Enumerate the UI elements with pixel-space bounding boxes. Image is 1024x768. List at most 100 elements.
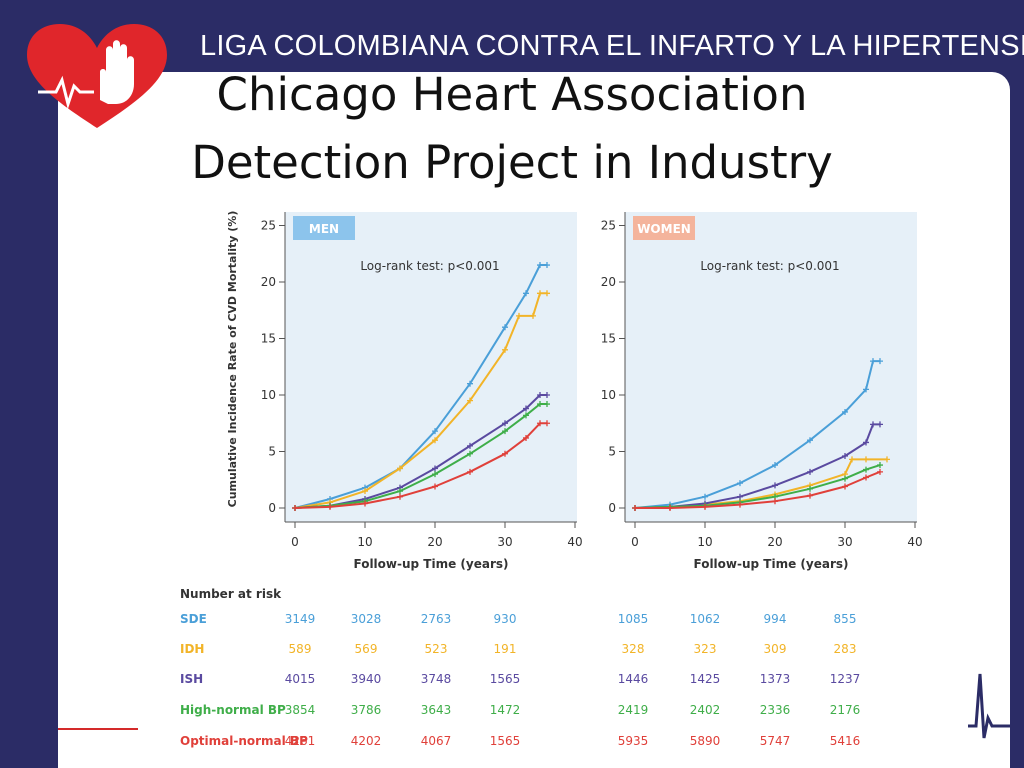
data-point-marker [632,505,638,511]
data-point-marker [467,380,473,387]
slide-title-line2: Detection Project in Industry [191,136,833,189]
data-point-marker [530,312,536,319]
data-point-marker [467,468,473,475]
y-tick-label: 10 [261,388,276,402]
data-point-marker [292,505,298,511]
data-point-marker [849,456,855,463]
y-axis-label-men: Cumulative Incidence Rate of CVD Mortali… [226,211,239,508]
data-point-marker [467,450,473,457]
data-point-marker [432,471,438,478]
y-tick-label: 5 [608,445,616,459]
data-point-marker [537,262,543,269]
data-point-marker [544,262,550,269]
y-tick-label: 25 [601,219,616,233]
data-point-marker [842,475,848,482]
data-point-marker [397,493,403,500]
data-point-marker [537,290,543,297]
data-point-marker [772,482,778,489]
data-point-marker [502,346,508,353]
data-point-marker [667,505,673,511]
data-point-marker [877,421,883,428]
data-point-marker [523,434,529,441]
data-point-marker [544,401,550,408]
data-point-marker [863,466,869,473]
y-tick-label: 20 [601,275,616,289]
data-point-marker [362,488,368,495]
data-point-marker [523,412,529,419]
organization-name: LIGA COLOMBIANA CONTRA EL INFARTO Y LA H… [200,30,1024,62]
data-point-marker [737,501,743,508]
series-line-men-optimal-normal-bp [294,422,547,509]
x-tick-label: 40 [907,535,922,549]
slide-title-line1: Chicago Heart Association [216,68,808,121]
data-point-marker [884,456,890,463]
data-point-marker [502,420,508,427]
data-point-marker [863,439,869,446]
data-point-marker [523,290,529,297]
y-tick-label: 0 [608,501,616,515]
data-point-marker [537,392,543,398]
data-point-marker [502,324,508,331]
data-point-marker [432,437,438,444]
data-point-marker [544,392,550,398]
data-point-marker [877,462,883,469]
data-point-marker [432,465,438,472]
panel-badge-label-women: WOMEN [637,222,691,236]
data-point-marker [702,503,708,510]
x-tick-label: 10 [697,535,712,549]
data-point-marker [544,420,550,427]
data-point-marker [397,465,403,472]
series-line-men-high-normal-bp [294,403,547,509]
data-point-marker [502,450,508,457]
x-tick-label: 20 [767,535,782,549]
data-point-marker [772,462,778,469]
data-point-marker [870,358,876,365]
data-point-marker [870,421,876,428]
red-divider-line [58,728,138,730]
series-line-men-sde [294,264,547,509]
data-point-marker [467,397,473,404]
data-point-marker [432,483,438,490]
data-point-marker [432,428,438,435]
y-tick-label: 15 [261,332,276,346]
data-point-marker [467,442,473,449]
data-point-marker [842,408,848,415]
data-point-marker [807,468,813,475]
data-point-marker [842,483,848,490]
data-point-marker [863,474,869,481]
data-point-marker [807,485,813,492]
data-point-marker [863,386,869,393]
annotation-men: Log-rank test: p<0.001 [360,259,499,273]
data-point-marker [362,500,368,507]
data-point-marker [807,492,813,499]
series-line-women-sde [634,360,880,509]
data-point-marker [537,401,543,408]
heart-hand-logo-icon [27,24,167,128]
data-point-marker [327,503,333,510]
y-tick-label: 25 [261,219,276,233]
series-line-women-ish [634,423,880,509]
data-point-marker [877,358,883,365]
y-tick-label: 0 [268,501,276,515]
x-tick-label: 30 [497,535,512,549]
y-tick-label: 5 [268,445,276,459]
x-tick-label: 20 [427,535,442,549]
plot-area-women [625,212,917,522]
x-tick-label: 10 [357,535,372,549]
data-point-marker [842,453,848,460]
data-point-marker [863,456,869,463]
y-tick-label: 15 [601,332,616,346]
x-tick-label: 40 [567,535,582,549]
panel-badge-label-men: MEN [309,222,339,236]
series-line-men-ish [294,394,547,509]
data-point-marker [523,405,529,412]
data-point-marker [544,290,550,297]
x-tick-label: 0 [291,535,299,549]
data-point-marker [397,488,403,495]
data-point-marker [516,312,522,319]
data-point-marker [537,420,543,427]
panel-badge-men [293,216,355,240]
ecg-pulse-icon [968,673,1010,739]
data-point-marker [502,428,508,435]
data-point-marker [807,437,813,444]
